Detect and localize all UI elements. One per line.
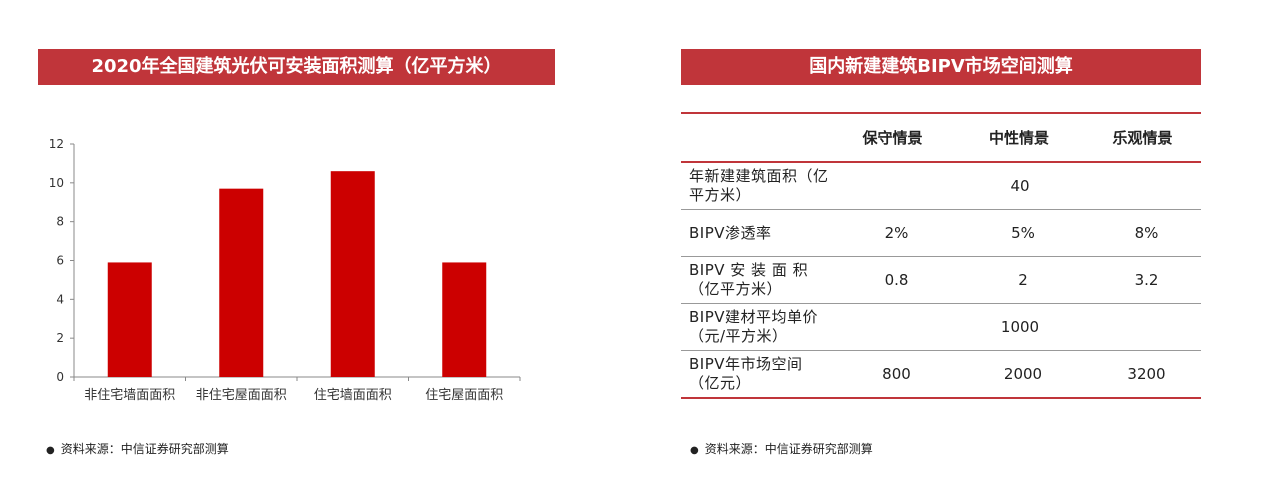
row-label: 年新建建筑面积（亿平方米） — [681, 162, 831, 210]
y-tick-label: 0 — [56, 370, 64, 384]
x-category-label: 住宅屋面面积 — [425, 388, 503, 403]
x-category-label: 非住宅屋面面积 — [196, 388, 287, 403]
cell-value: 3.2 — [1084, 256, 1201, 304]
table-row: BIPV渗透率 2% 5% 8% — [681, 209, 1201, 257]
cell-value: 2000 — [1003, 365, 1043, 383]
header-empty — [681, 113, 831, 163]
cell-value: 0.8 — [831, 256, 954, 304]
bullet-icon: ● — [46, 445, 55, 456]
row-label: BIPV 安 装 面 积（亿平方米） — [681, 256, 831, 304]
right-source-note: ● 资料来源：中信证券研究部测算 — [690, 442, 873, 456]
cell-value: 2% — [831, 209, 954, 257]
bar — [219, 188, 264, 377]
cell-value: 2 — [954, 256, 1084, 304]
header-conservative: 保守情景 — [831, 113, 954, 163]
table-row: BIPV建材平均单价（元/平方米） 1000 — [681, 303, 1201, 351]
table-row: 年新建建筑面积（亿平方米） 40 — [681, 162, 1201, 210]
y-tick-label: 4 — [56, 292, 64, 306]
row-label: BIPV建材平均单价（元/平方米） — [681, 303, 831, 351]
right-table-title: 国内新建建筑BIPV市场空间测算 — [681, 49, 1201, 85]
header-neutral: 中性情景 — [954, 113, 1084, 163]
table-header-row: 保守情景 中性情景 乐观情景 — [681, 113, 1201, 163]
y-tick-label: 8 — [56, 215, 64, 229]
cell-value: 3200 — [1127, 365, 1166, 383]
table-row: BIPV 安 装 面 积（亿平方米） 0.8 2 3.2 — [681, 256, 1201, 304]
bullet-icon: ● — [690, 445, 699, 456]
left-chart-title: 2020年全国建筑光伏可安装面积测算（亿平方米） — [38, 49, 555, 85]
row-label: BIPV渗透率 — [681, 209, 831, 257]
x-category-label: 非住宅墙面面积 — [84, 388, 175, 403]
row-label: BIPV年市场空间（亿元） — [689, 355, 803, 392]
table-row: BIPV年市场空间（亿元） 800 2000 3200 — [681, 351, 1201, 399]
y-tick-label: 2 — [56, 331, 64, 345]
header-optimistic: 乐观情景 — [1084, 113, 1201, 163]
cell-value: 8% — [1084, 209, 1201, 257]
cell-value: 800 — [882, 365, 911, 383]
chart-labels: 0 2 4 6 8 10 12 非住宅墙面面积 非住宅屋面面积 住宅墙面面积 住宅屋面面积 — [49, 137, 504, 403]
y-tick-label: 12 — [49, 137, 64, 151]
x-category-label: 住宅墙面面积 — [314, 388, 392, 403]
bar — [442, 262, 487, 377]
y-tick-label: 10 — [49, 176, 64, 190]
bar — [107, 262, 152, 377]
row-merged-value: 1000 — [831, 303, 1201, 351]
bar-chart: 0 2 4 6 8 10 12 非住宅墙面面积 非住宅屋面面积 住宅墙面面积 住宅屋面面积 — [49, 137, 521, 403]
chart-bars — [107, 171, 487, 377]
y-tick-label: 6 — [56, 254, 64, 268]
bipv-market-table: 保守情景 中性情景 乐观情景 年新建建筑面积（亿平方米） 40 BIPV渗透率 … — [681, 112, 1201, 399]
bar — [330, 171, 375, 377]
row-merged-value: 40 — [831, 162, 1201, 210]
cell-value: 5% — [954, 209, 1084, 257]
left-source-note: ● 资料来源：中信证券研究部测算 — [46, 442, 229, 456]
